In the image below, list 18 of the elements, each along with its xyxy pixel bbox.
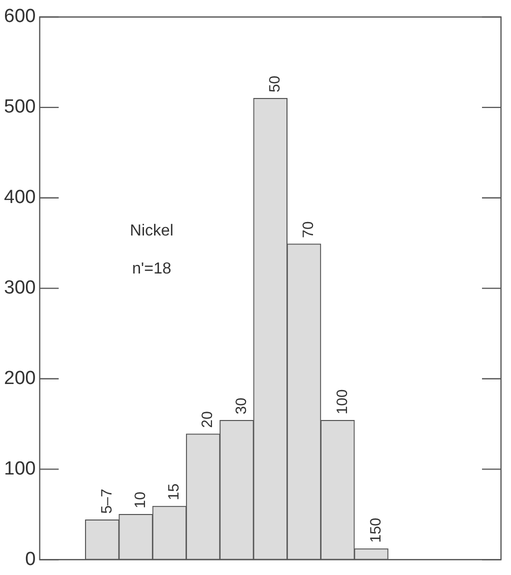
x-tick-label: 150 xyxy=(367,518,384,543)
x-tick-label: 70 xyxy=(300,221,318,238)
y-tick-label: 100 xyxy=(4,458,36,480)
x-tick-label: 15 xyxy=(166,484,183,500)
x-tick-label: 50 xyxy=(266,76,284,92)
y-tick-label: 300 xyxy=(4,278,36,299)
y-tick-label: 400 xyxy=(4,187,36,208)
x-tick-label: 30 xyxy=(232,398,250,414)
x-tick-label: 100 xyxy=(334,389,351,414)
y-tick-label: 600 xyxy=(4,6,36,28)
annotation: Nickel xyxy=(130,222,174,240)
y-tick-label: 200 xyxy=(4,368,36,389)
annotation: n'=18 xyxy=(132,260,172,278)
y-tick-label: 500 xyxy=(4,96,36,118)
y-tick-label: 0 xyxy=(25,548,36,570)
x-tick-label: 20 xyxy=(199,411,216,428)
x-tick-label: 5–7 xyxy=(98,488,116,514)
x-tick-label: 10 xyxy=(132,492,149,508)
